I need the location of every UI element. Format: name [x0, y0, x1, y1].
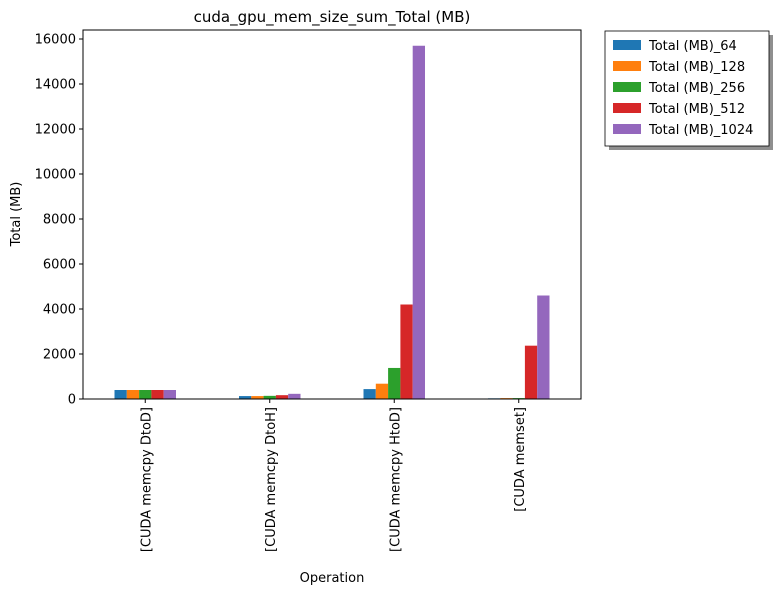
- bar-2-series-4: [275, 395, 289, 399]
- bar-2-series-2: [251, 396, 264, 399]
- legend-swatch: [613, 61, 641, 71]
- bar-1-series-4: [151, 390, 164, 399]
- y-tick-label: 8000: [43, 213, 76, 228]
- plot-frame: [82, 29, 582, 400]
- chart-title: cuda_gpu_mem_size_sum_Total (MB): [194, 8, 471, 27]
- y-tick-label: 14000: [35, 78, 76, 93]
- x-tick-label: [CUDA memset]: [513, 407, 528, 512]
- legend-swatch: [613, 82, 641, 92]
- y-axis-label: Total (MB): [9, 182, 24, 248]
- bars-group: [114, 45, 550, 399]
- bar-1-series-2: [126, 390, 140, 399]
- bar-3-series-1: [363, 389, 376, 399]
- y-tick-label: 0: [68, 393, 76, 408]
- bar-2-series-5: [288, 393, 301, 399]
- y-axis: 0 2000 4000 6000 8000 10000 12000 14000 16000: [35, 33, 83, 408]
- bar-3-series-2: [375, 383, 389, 399]
- x-axis: [CUDA memcpy DtoD] [CUDA memcpy DtoH] [CUD…: [139, 399, 528, 552]
- bar-3-series-4: [400, 304, 413, 399]
- bar-2-series-1: [239, 396, 252, 399]
- x-tick-label: [CUDA memcpy HtoD]: [388, 407, 403, 552]
- bar-2-series-3: [263, 395, 276, 399]
- bar-3-series-3: [388, 367, 401, 399]
- x-tick-label: [CUDA memcpy DtoH]: [264, 407, 279, 552]
- bar-1-series-3: [139, 390, 152, 399]
- y-tick-label: 12000: [35, 123, 76, 138]
- x-axis-label: Operation: [300, 571, 365, 586]
- y-tick-label: 16000: [35, 33, 76, 48]
- legend-swatch: [613, 40, 641, 50]
- bar-4-series-4: [524, 345, 538, 399]
- y-tick-label: 10000: [35, 168, 76, 183]
- y-tick-label: 2000: [43, 348, 76, 363]
- legend-entry: Total (MB)_512: [648, 102, 745, 117]
- legend-entry: Total (MB)_64: [648, 39, 737, 54]
- x-tick-label: [CUDA memcpy DtoD]: [139, 407, 154, 552]
- legend-entry: Total (MB)_1024: [648, 123, 753, 138]
- bar-1-series-5: [163, 390, 176, 399]
- y-tick-label: 6000: [43, 258, 76, 273]
- bar-3-series-5: [412, 45, 425, 399]
- legend-swatch: [613, 103, 641, 113]
- legend-entry: Total (MB)_128: [648, 60, 745, 75]
- legend-swatch: [613, 124, 641, 134]
- bar-1-series-1: [114, 390, 127, 399]
- legend: Total (MB)_64 Total (MB)_128 Total (MB)_25…: [604, 30, 773, 150]
- y-tick-label: 4000: [43, 303, 76, 318]
- legend-entry: Total (MB)_256: [648, 81, 745, 96]
- bar-4-series-5: [537, 295, 550, 399]
